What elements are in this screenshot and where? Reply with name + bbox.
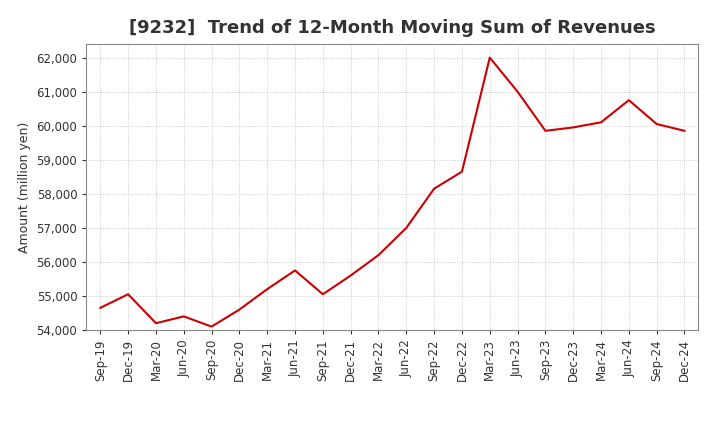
Y-axis label: Amount (million yen): Amount (million yen)	[18, 121, 31, 253]
Title: [9232]  Trend of 12-Month Moving Sum of Revenues: [9232] Trend of 12-Month Moving Sum of R…	[129, 19, 656, 37]
